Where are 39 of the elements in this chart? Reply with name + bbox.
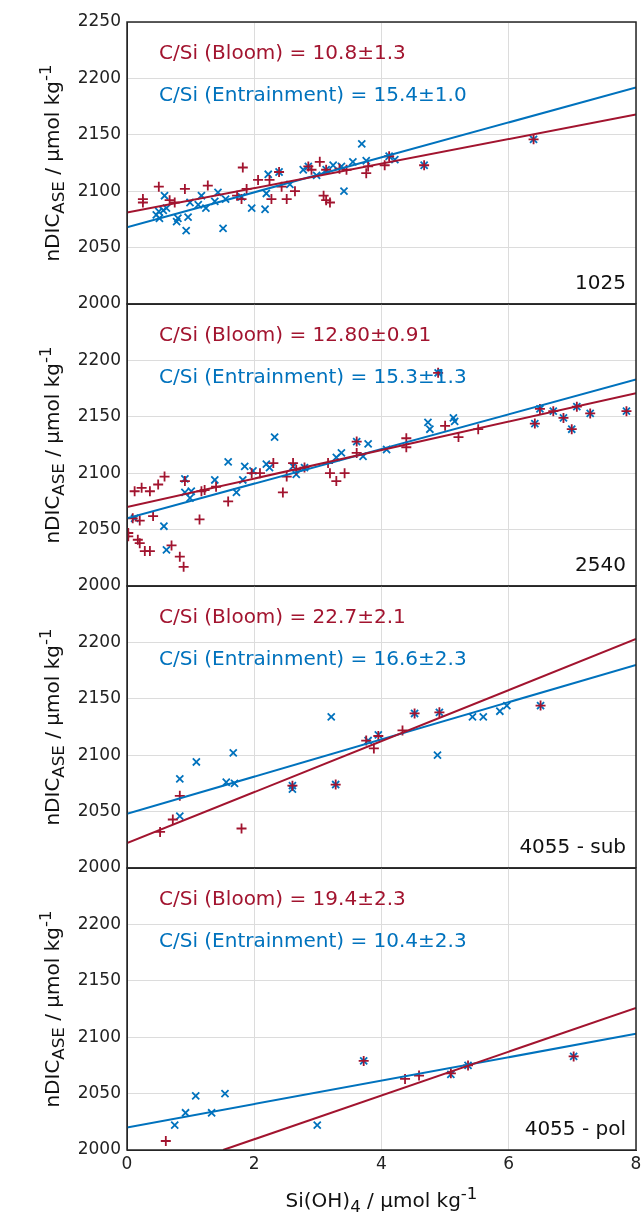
y-tick-label: 2000 — [77, 292, 121, 313]
y-tick-label: 2200 — [77, 630, 121, 651]
y-tick-label: 2050 — [77, 518, 121, 539]
annotation: C/Si (Entrainment) = 15.3±1.3 — [159, 364, 467, 388]
y-tick-label: 2100 — [77, 461, 121, 482]
y-tick-label: 2150 — [77, 687, 121, 708]
y-tick-label: 2050 — [77, 236, 121, 257]
annotation: 4055 - pol — [524, 1116, 626, 1140]
annotation: C/Si (Entrainment) = 15.4±1.0 — [159, 82, 467, 106]
y-tick-label: 2000 — [77, 856, 121, 877]
annotation: 2540 — [575, 552, 626, 576]
x-tick-label: 2 — [248, 1152, 260, 1173]
annotation: C/Si (Bloom) = 22.7±2.1 — [159, 604, 406, 628]
y-tick-label: 2050 — [77, 1082, 121, 1103]
x-tick-label: 8 — [630, 1152, 642, 1173]
annotation: C/Si (Entrainment) = 16.6±2.3 — [159, 646, 467, 670]
annotation: 1025 — [575, 270, 626, 294]
y-tick-label: 2100 — [77, 179, 121, 200]
y-tick-label: 2150 — [77, 123, 121, 144]
y-tick-label: 2250 — [77, 10, 121, 31]
y-tick-label: 2150 — [77, 405, 121, 426]
y-tick-label: 2200 — [77, 348, 121, 369]
x-axis-title: Si(OH)$_{4}$ / μmol kg$^{-1}$ — [284, 1184, 479, 1216]
y-tick-label: 2100 — [77, 1025, 121, 1046]
x-tick-label: 6 — [503, 1152, 515, 1173]
y-tick-label: 2150 — [77, 969, 121, 990]
y-tick-label: 2200 — [77, 912, 121, 933]
y-tick-label: 2050 — [77, 800, 121, 821]
y-tick-label: 2100 — [77, 743, 121, 764]
y-tick-label: 2200 — [77, 66, 121, 87]
annotation: 4055 - sub — [519, 834, 626, 858]
x-tick-label: 0 — [121, 1152, 133, 1173]
y-tick-label: 2000 — [77, 1138, 121, 1159]
annotation: C/Si (Bloom) = 19.4±2.3 — [159, 886, 406, 910]
annotation: C/Si (Entrainment) = 10.4±2.3 — [159, 928, 467, 952]
x-tick-label: 4 — [376, 1152, 387, 1173]
annotation: C/Si (Bloom) = 10.8±1.3 — [159, 40, 406, 64]
y-tick-label: 2000 — [77, 574, 121, 595]
annotation: C/Si (Bloom) = 12.80±0.91 — [159, 322, 432, 346]
